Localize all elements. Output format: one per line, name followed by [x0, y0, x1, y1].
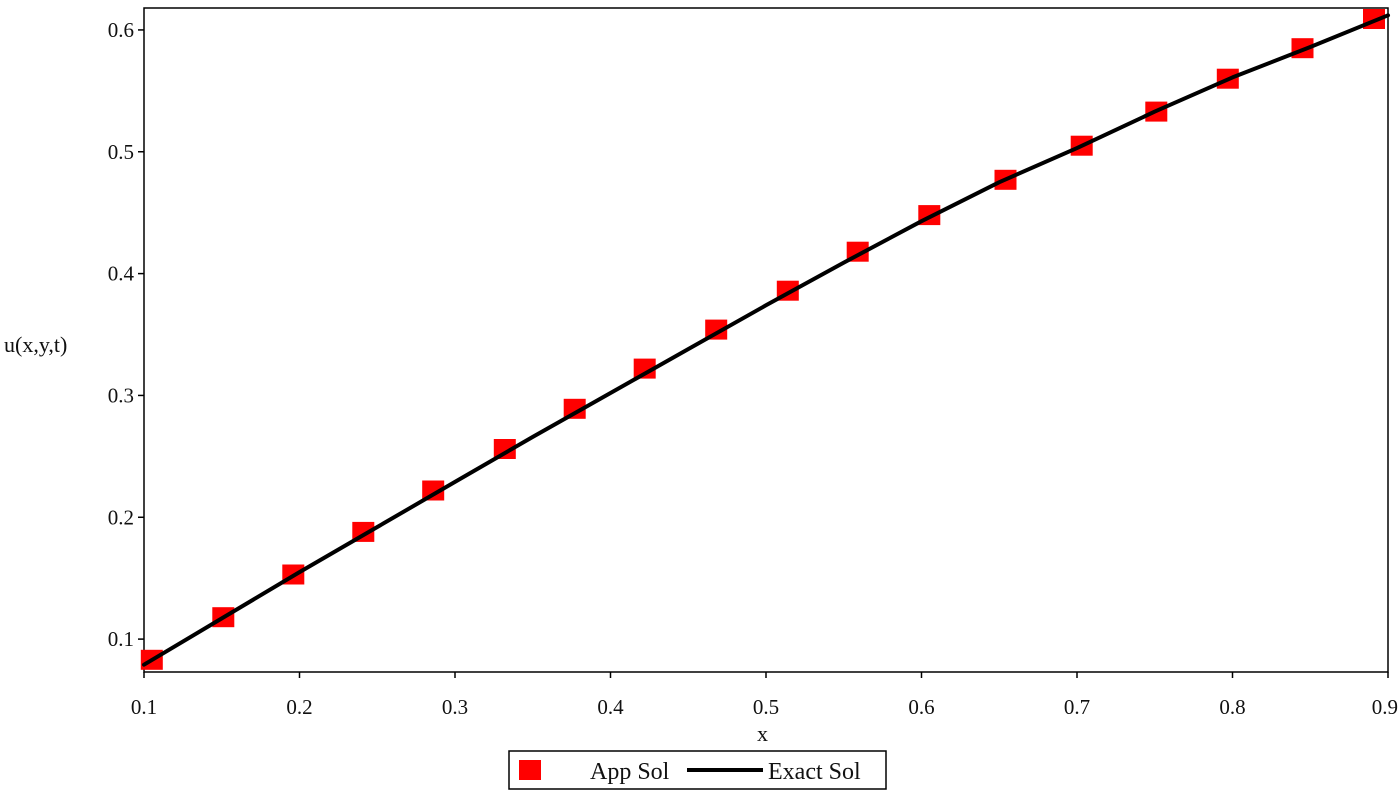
legend-exact-sol-label: Exact Sol [768, 759, 861, 785]
y-tick-label: 0.3 [108, 383, 134, 407]
y-tick-label: 0.2 [108, 505, 134, 529]
x-tick-label: 0.9 [1372, 695, 1398, 719]
x-tick-label: 0.5 [753, 695, 779, 719]
x-tick-label: 0.6 [908, 695, 934, 719]
x-tick-label: 0.2 [286, 695, 312, 719]
x-tick-label: 0.7 [1064, 695, 1090, 719]
x-tick-label: 0.8 [1219, 695, 1245, 719]
y-tick-label: 0.6 [108, 18, 134, 42]
app-sol-series [140, 9, 1385, 670]
app-sol-point [633, 358, 656, 379]
exact-sol-line [142, 13, 1390, 667]
y-tick-label: 0.1 [108, 627, 134, 651]
y-axis-ticks: 0.1 0.2 0.3 0.4 0.5 0.6 [108, 18, 144, 651]
y-tick-label: 0.5 [108, 140, 134, 164]
app-sol-point [563, 398, 586, 419]
y-tick-label: 0.4 [108, 262, 135, 286]
y-axis-label: u(x,y,t) [4, 332, 67, 357]
x-axis-label: x [757, 721, 768, 746]
x-tick-label: 0.4 [597, 695, 624, 719]
x-tick-label: 0.3 [442, 695, 468, 719]
x-tick-label: 0.1 [131, 695, 157, 719]
plot-frame [143, 7, 1389, 673]
x-axis-ticks: 0.1 0.2 0.3 0.4 0.5 0.6 0.7 0.8 0.9 [131, 672, 1398, 719]
legend-app-sol-label: App Sol [590, 759, 670, 785]
legend-app-sol-marker [519, 760, 541, 780]
legend: App Sol Exact Sol [508, 750, 887, 790]
